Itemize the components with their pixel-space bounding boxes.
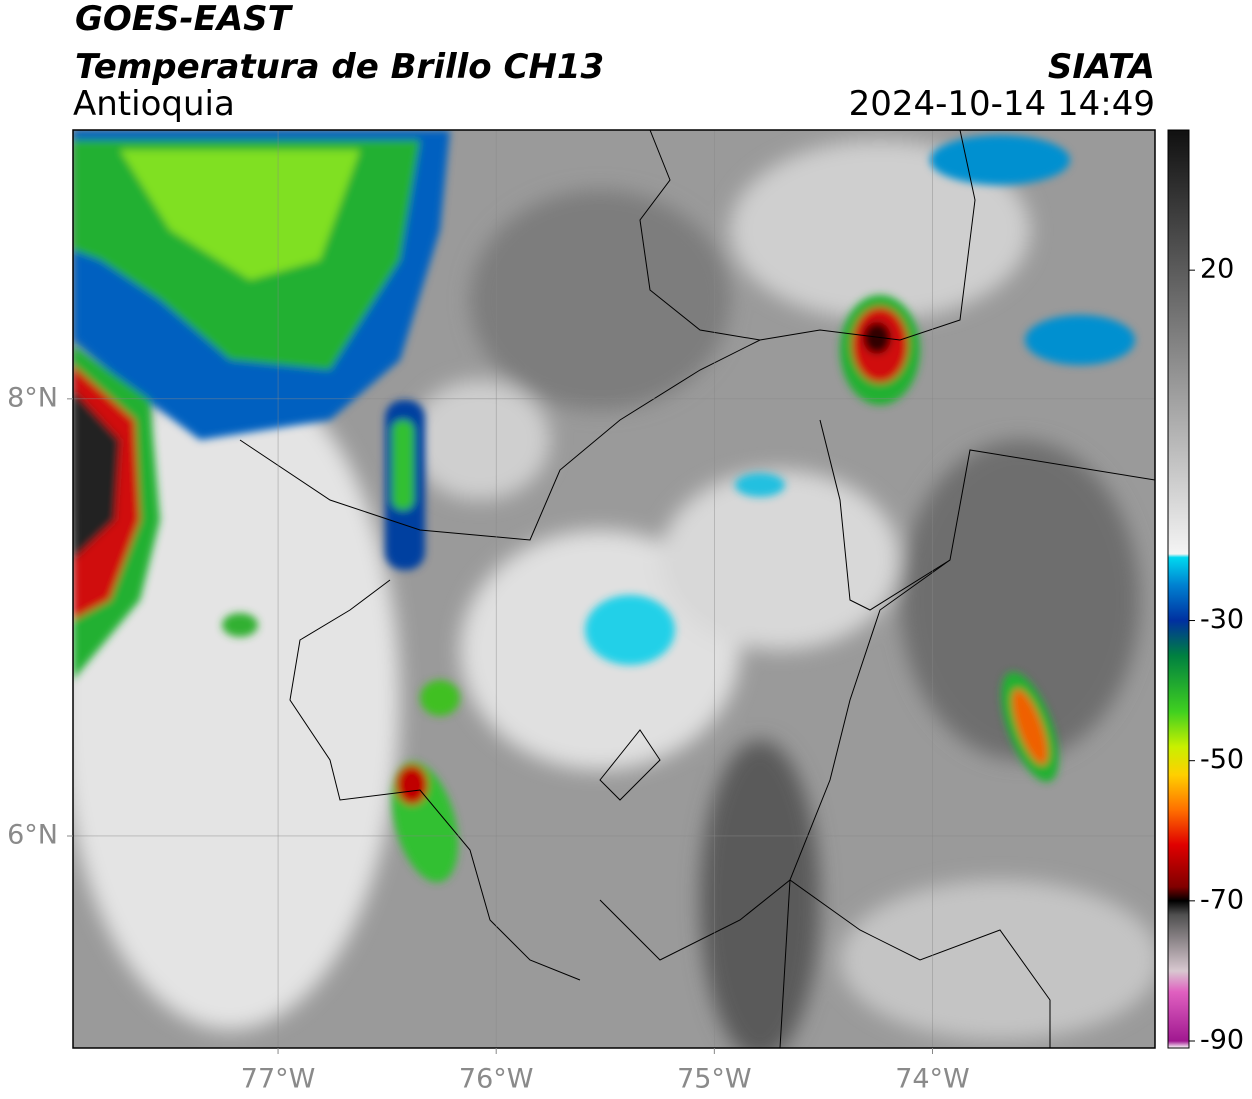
y-tick-label: 6°N bbox=[7, 819, 58, 850]
colorbar bbox=[1167, 129, 1190, 1049]
region: Antioquia bbox=[73, 84, 235, 124]
colorbar-tick-label: -30 bbox=[1200, 604, 1244, 635]
colorbar-tick-label: -50 bbox=[1200, 744, 1244, 775]
x-tick-label: 75°W bbox=[677, 1064, 752, 1095]
subtitle: Temperatura de Brillo CH13 bbox=[75, 47, 604, 87]
colorbar-tick-label: -90 bbox=[1200, 1024, 1244, 1055]
x-tick-label: 76°W bbox=[459, 1064, 534, 1095]
map-frame bbox=[72, 129, 1156, 1049]
grid bbox=[73, 130, 1155, 1048]
datetime: 2024-10-14 14:49 bbox=[849, 84, 1155, 124]
y-tick-label: 8°N bbox=[7, 382, 58, 413]
x-tick-label: 77°W bbox=[241, 1064, 316, 1095]
source: SIATA bbox=[1048, 47, 1155, 87]
satellite-image bbox=[73, 130, 1155, 1048]
title: GOES-EAST bbox=[75, 0, 294, 39]
x-tick-label: 74°W bbox=[895, 1064, 970, 1095]
colorbar-tick-label: -70 bbox=[1200, 884, 1244, 915]
colorbar-tick-label: 20 bbox=[1200, 254, 1234, 285]
